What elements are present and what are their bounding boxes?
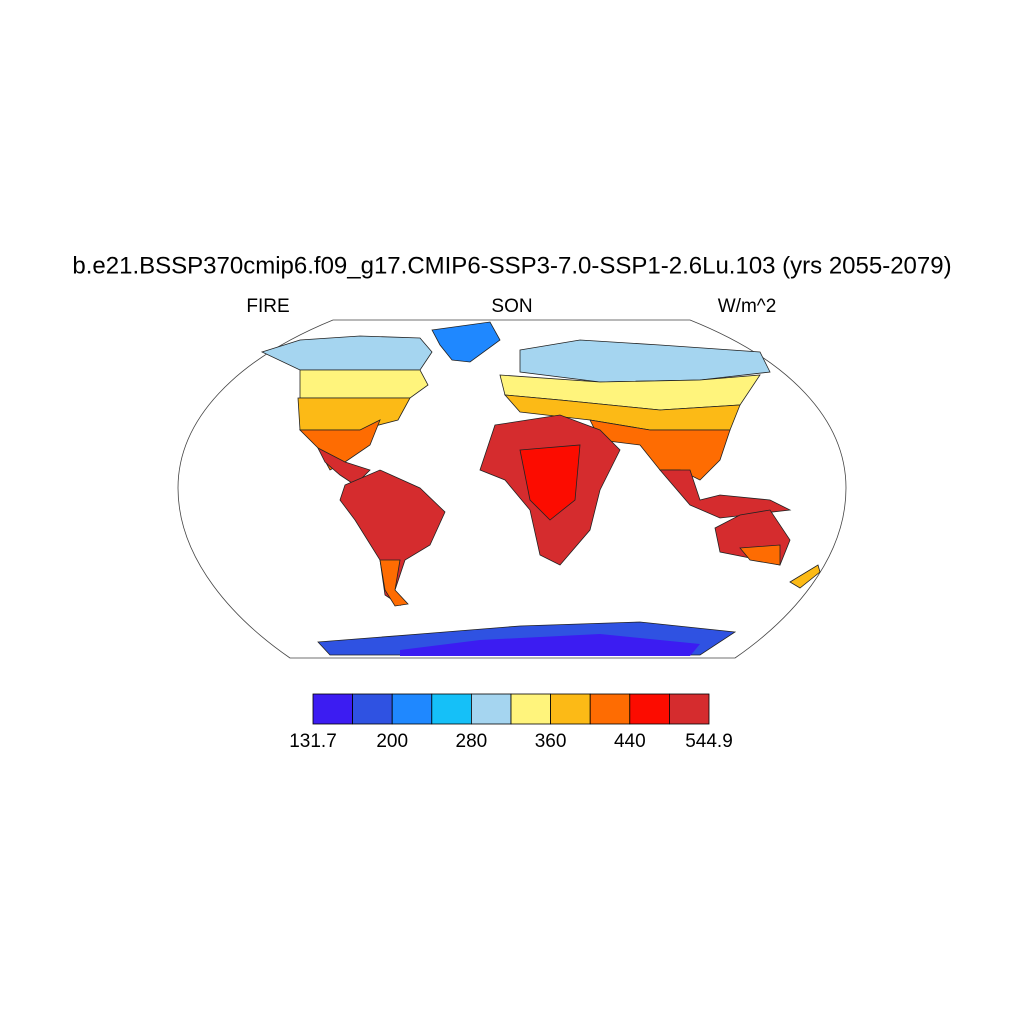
- colorbar-box: [629, 693, 670, 725]
- colorbar-box: [510, 693, 551, 725]
- land: [519, 444, 581, 521]
- land: [519, 339, 771, 383]
- land: [789, 564, 821, 589]
- colorbar-label: 280: [456, 731, 488, 752]
- colorbar-label: 440: [614, 731, 646, 752]
- center-label: SON: [491, 296, 532, 317]
- colorbar-label: 360: [535, 731, 567, 752]
- colorbar: 131.7 200 280 360 440 544.9: [289, 693, 733, 752]
- colorbar-box: [312, 693, 353, 725]
- land: [739, 544, 781, 566]
- map: [177, 319, 847, 659]
- colorbar-box: [470, 693, 512, 725]
- colorbar-box: [391, 693, 433, 725]
- land: [299, 369, 429, 399]
- colorbar-box: [352, 693, 393, 725]
- colorbar-label: 544.9: [685, 731, 733, 752]
- land: [379, 559, 409, 607]
- colorbar-box: [550, 693, 591, 725]
- title: b.e21.BSSP370cmip6.f09_g17.CMIP6-SSP3-7.…: [72, 252, 951, 279]
- colorbar-label: 131.7: [289, 731, 337, 752]
- land: [659, 469, 792, 519]
- left-label: FIRE: [246, 296, 289, 317]
- colorbar-box: [431, 693, 472, 725]
- colorbar-box: [669, 693, 710, 725]
- colorbar-box: [589, 693, 631, 725]
- land: [400, 634, 700, 656]
- land: [431, 321, 501, 363]
- land: [297, 397, 411, 431]
- colorbar-label: 200: [376, 731, 408, 752]
- units-label: W/m^2: [718, 296, 777, 317]
